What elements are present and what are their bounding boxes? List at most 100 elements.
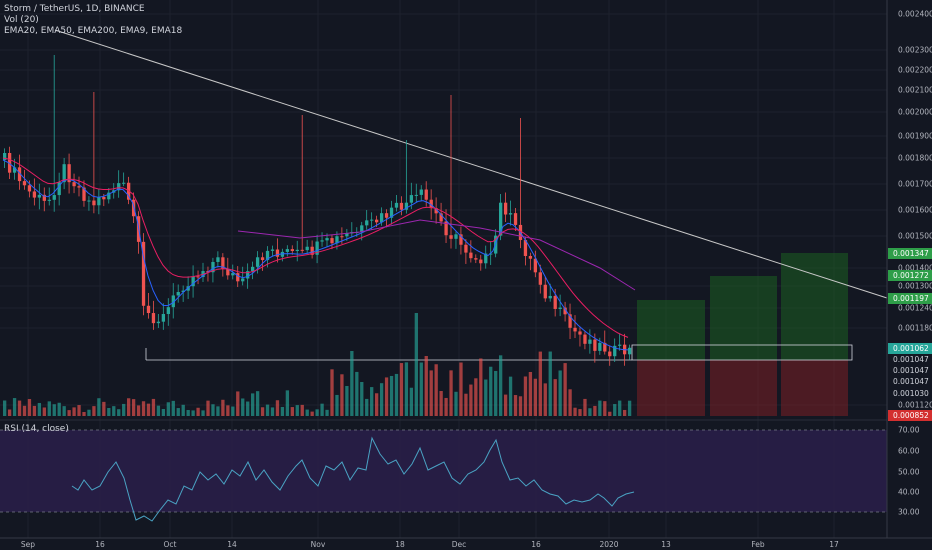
candle	[513, 213, 518, 225]
volume-bar	[72, 407, 76, 416]
volume-bar	[335, 394, 339, 416]
descending-trendline	[54, 29, 888, 299]
candle	[27, 185, 32, 192]
candle	[67, 164, 71, 183]
candle	[335, 236, 339, 244]
volume-bar	[77, 405, 81, 416]
volume-bar	[112, 406, 116, 416]
candle	[543, 284, 547, 299]
candle	[161, 313, 166, 322]
volume-bar	[573, 407, 577, 416]
candle	[345, 233, 349, 237]
volume-bar	[533, 378, 538, 416]
candle	[613, 345, 617, 357]
volume-bar	[409, 387, 414, 416]
candle	[449, 235, 453, 239]
ema-legend[interactable]: EMA20, EMA50, EMA200, EMA9, EMA18	[4, 26, 183, 36]
volume-bar	[17, 400, 22, 416]
time-axis-label: Sep	[21, 540, 35, 549]
volume-bar	[37, 402, 42, 416]
volume-bar	[454, 391, 458, 416]
candle	[57, 182, 61, 196]
volume-bar	[593, 405, 597, 416]
price-tag-label: 0.001197	[893, 294, 929, 303]
volume-bar	[201, 410, 205, 416]
symbol-legend[interactable]: Storm / TetherUS, 1D, BINANCE	[4, 4, 145, 14]
stop-zone-2	[710, 360, 777, 416]
volume-bar	[355, 371, 359, 416]
candle	[260, 257, 265, 261]
candle	[573, 327, 577, 332]
time-axis-label: Nov	[311, 540, 326, 549]
candle	[320, 240, 324, 242]
volume-bar	[439, 390, 443, 416]
volume-bar	[156, 405, 161, 416]
ema-long-line	[237, 219, 636, 291]
volume-bar	[330, 369, 334, 416]
volume-bar	[360, 381, 364, 416]
volume-bar	[399, 363, 404, 416]
volume-bar	[484, 379, 488, 416]
volume-bar	[231, 406, 235, 416]
candle	[176, 292, 180, 296]
price-tick-label: 0.002000	[898, 108, 932, 117]
candle	[588, 339, 592, 344]
candle	[464, 244, 468, 253]
candle	[156, 321, 161, 324]
volume-bar	[87, 409, 91, 416]
volume-bar	[523, 376, 528, 416]
volume-bar	[538, 351, 542, 416]
volume-bar	[236, 391, 240, 416]
volume-bar	[131, 399, 136, 416]
candle	[340, 236, 344, 238]
candle	[365, 220, 369, 226]
volume-bar	[176, 408, 180, 416]
price-tag-label: 0.001062	[893, 344, 929, 353]
stop-zone-3	[781, 360, 848, 416]
volume-bar	[578, 409, 582, 416]
volume-bar	[379, 383, 384, 416]
volume-bar	[608, 411, 612, 416]
volume-bar	[221, 399, 225, 416]
volume-bar	[82, 411, 86, 416]
candle	[241, 278, 245, 282]
candle	[558, 307, 562, 309]
volume-bar	[449, 370, 453, 416]
candle	[72, 182, 76, 187]
candle	[191, 276, 195, 287]
volume-bar	[3, 400, 7, 416]
volume-bar	[32, 405, 37, 416]
price-tag-box	[888, 354, 932, 365]
candle	[618, 344, 622, 346]
volume-bar	[350, 351, 354, 416]
candle	[598, 342, 602, 351]
price-tag-box	[888, 365, 932, 376]
candle	[171, 295, 175, 308]
volume-bar	[583, 398, 587, 416]
time-axis-label: Feb	[751, 540, 765, 549]
volume-bar	[603, 401, 607, 416]
price-tick-label: 0.001120	[898, 401, 932, 410]
target-zone-2	[710, 276, 777, 360]
volume-bar	[191, 410, 195, 416]
volume-bar	[429, 370, 433, 416]
volume-bar	[469, 384, 473, 416]
volume-bar	[107, 408, 111, 416]
volume-bar	[290, 407, 294, 416]
volume-bar	[464, 393, 468, 416]
volume-legend[interactable]: Vol (20)	[4, 15, 39, 25]
price-tag-label: 0.001047	[893, 355, 929, 364]
ema-fast-line	[2, 159, 629, 351]
volume-bar	[22, 405, 27, 416]
volume-bar	[27, 399, 32, 416]
candle	[360, 225, 364, 233]
volume-bar	[141, 401, 146, 416]
rsi-legend[interactable]: RSI (14, close)	[4, 424, 69, 434]
volume-bar	[623, 409, 627, 416]
volume-bar	[310, 411, 314, 416]
candle	[87, 200, 91, 202]
volume-bar	[295, 405, 299, 416]
candle	[548, 295, 552, 299]
